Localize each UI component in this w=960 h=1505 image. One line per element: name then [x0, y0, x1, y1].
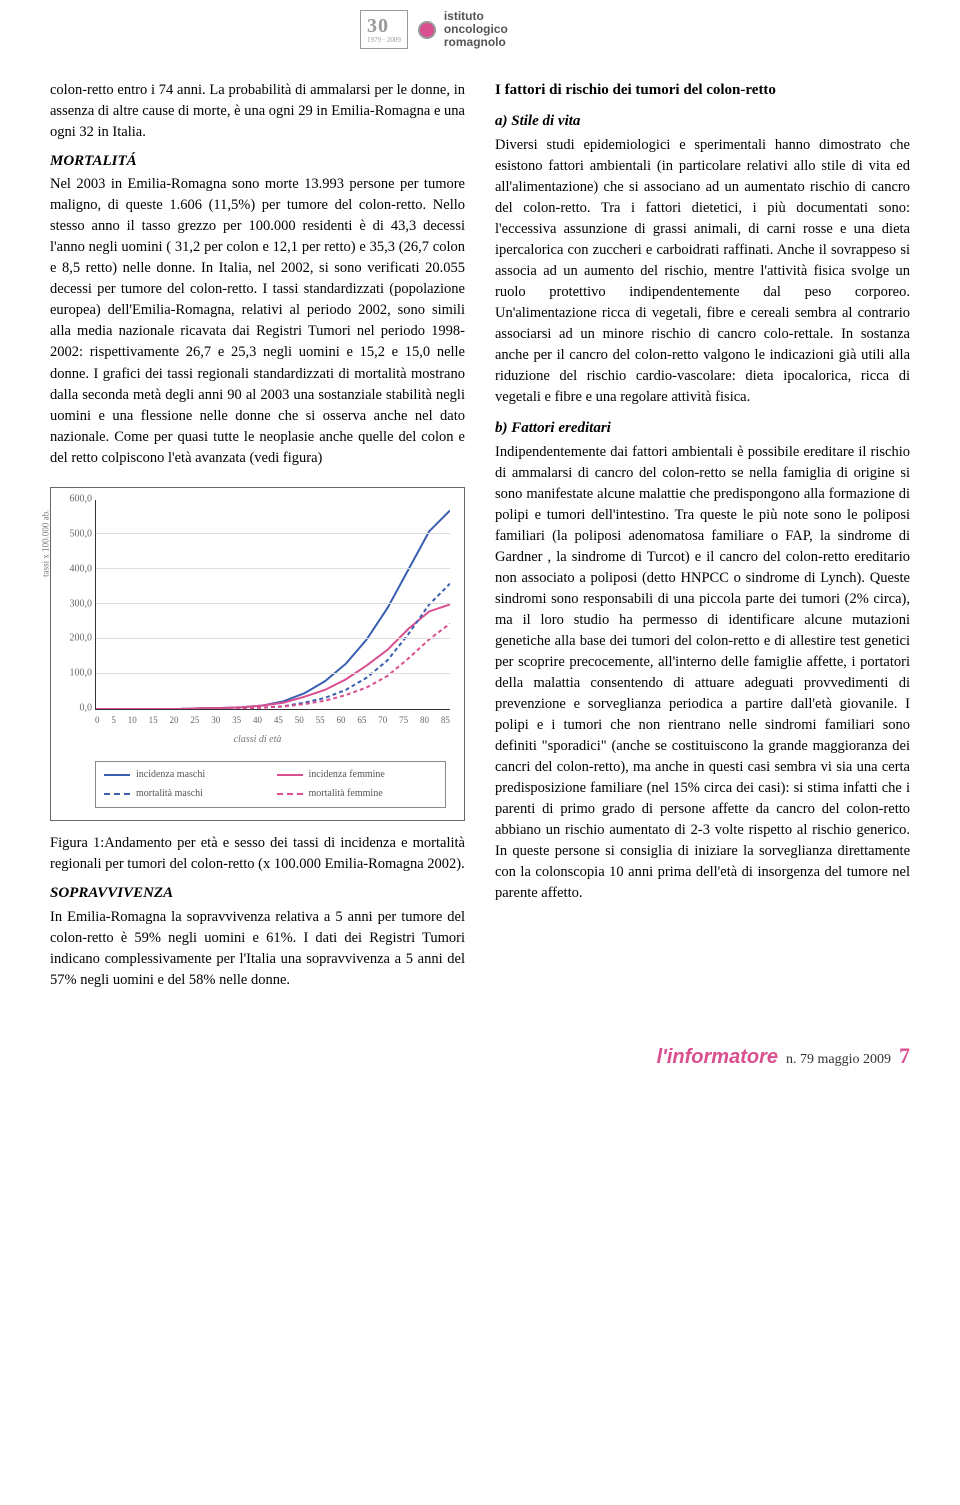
footer-page-number: 7 [899, 1043, 910, 1069]
y-tick: 300,0 [58, 597, 92, 612]
gridline [96, 568, 450, 569]
x-tick: 5 [111, 714, 116, 727]
chart-lines [96, 500, 450, 709]
x-tick: 15 [149, 714, 158, 727]
y-tick: 200,0 [58, 632, 92, 647]
mortalita-heading: MORTALITÁ [50, 151, 465, 173]
sopravvivenza-heading: SOPRAVVIVENZA [50, 883, 465, 905]
x-tick: 50 [295, 714, 304, 727]
x-ticks: 05 10 15 20 25 30 35 40 45 50 55 60 65 70 75 80 85 [95, 714, 450, 727]
mortalita-body: Nel 2003 in Emilia-Romagna sono morte 13… [50, 174, 465, 468]
legend-mortalita-maschi: mortalità maschi [104, 787, 265, 802]
fattori-ereditari-body: Indipendentemente dai fattori ambientali… [495, 442, 910, 904]
figure-1: tassi x 100.000 ab. 0,0100,0200,0300,040… [50, 487, 465, 822]
x-tick: 65 [357, 714, 366, 727]
x-tick: 10 [128, 714, 137, 727]
right-column: I fattori di rischio dei tumori del colo… [495, 80, 910, 995]
chart-area: tassi x 100.000 ab. 0,0100,0200,0300,040… [95, 500, 450, 710]
risk-factors-title: I fattori di rischio dei tumori del colo… [495, 80, 910, 102]
gridline [96, 533, 450, 534]
y-tick: 600,0 [58, 492, 92, 507]
x-tick: 35 [232, 714, 241, 727]
logo-badge: 30 1979 · 2009 [360, 10, 408, 49]
y-axis-label: tassi x 100.000 ab. [39, 510, 52, 577]
footer-brand: l'informatore [657, 1046, 778, 1069]
intro-text: colon-retto entro i 74 anni. La probabil… [50, 80, 465, 143]
x-axis-label: classi di età [59, 733, 456, 748]
legend-swatch-icon [277, 774, 303, 776]
legend-incidenza-femmine: incidenza femmine [277, 768, 438, 783]
stile-di-vita-heading: a) Stile di vita [495, 111, 910, 133]
legend-label: mortalità maschi [136, 787, 203, 802]
y-tick: 400,0 [58, 562, 92, 577]
logo-30: 30 [367, 15, 401, 38]
chart-legend: incidenza maschi incidenza femmine morta… [95, 761, 446, 808]
page-footer: l'informatore n. 79 maggio 2009 7 [50, 1035, 910, 1069]
x-tick: 60 [337, 714, 346, 727]
gridline [96, 638, 450, 639]
legend-label: incidenza femmine [309, 768, 385, 783]
logo-circle-icon [418, 21, 436, 39]
sopravvivenza-body: In Emilia-Romagna la sopravvivenza relat… [50, 907, 465, 991]
left-column: colon-retto entro i 74 anni. La probabil… [50, 80, 465, 995]
legend-swatch-icon [104, 793, 130, 795]
x-tick: 70 [378, 714, 387, 727]
gridline [96, 673, 450, 674]
y-tick: 500,0 [58, 527, 92, 542]
legend-label: incidenza maschi [136, 768, 205, 783]
logo-years: 1979 · 2009 [367, 36, 401, 44]
legend-incidenza-maschi: incidenza maschi [104, 768, 265, 783]
x-tick: 25 [190, 714, 199, 727]
legend-label: mortalità femmine [309, 787, 383, 802]
legend-swatch-icon [277, 793, 303, 795]
page: 30 1979 · 2009 istituto oncologico romag… [0, 0, 960, 1099]
stile-di-vita-body: Diversi studi epidemiologici e speriment… [495, 135, 910, 408]
x-tick: 55 [316, 714, 325, 727]
logo-text: istituto oncologico romagnolo [444, 10, 508, 50]
chart-series-mortalità-femmine [96, 623, 450, 708]
legend-mortalita-femmine: mortalità femmine [277, 787, 438, 802]
chart-series-incidenza-femmine [96, 604, 450, 709]
x-tick: 45 [274, 714, 283, 727]
footer-issue: n. 79 maggio 2009 [786, 1052, 891, 1068]
fattori-ereditari-heading: b) Fattori ereditari [495, 418, 910, 440]
x-tick: 75 [399, 714, 408, 727]
chart-series-incidenza-maschi [96, 510, 450, 709]
x-tick: 40 [253, 714, 262, 727]
content-columns: colon-retto entro i 74 anni. La probabil… [50, 80, 910, 995]
y-tick: 0,0 [58, 701, 92, 716]
x-tick: 30 [211, 714, 220, 727]
legend-swatch-icon [104, 774, 130, 776]
x-tick: 85 [441, 714, 450, 727]
logo-line3: romagnolo [444, 36, 508, 49]
x-tick: 80 [420, 714, 429, 727]
chart-series-mortalità-maschi [96, 583, 450, 708]
figure-caption: Figura 1:Andamento per età e sesso dei t… [50, 833, 465, 875]
x-tick: 20 [170, 714, 179, 727]
x-tick: 0 [95, 714, 100, 727]
gridline [96, 603, 450, 604]
header-logo: 30 1979 · 2009 istituto oncologico romag… [360, 10, 910, 50]
y-tick: 100,0 [58, 667, 92, 682]
